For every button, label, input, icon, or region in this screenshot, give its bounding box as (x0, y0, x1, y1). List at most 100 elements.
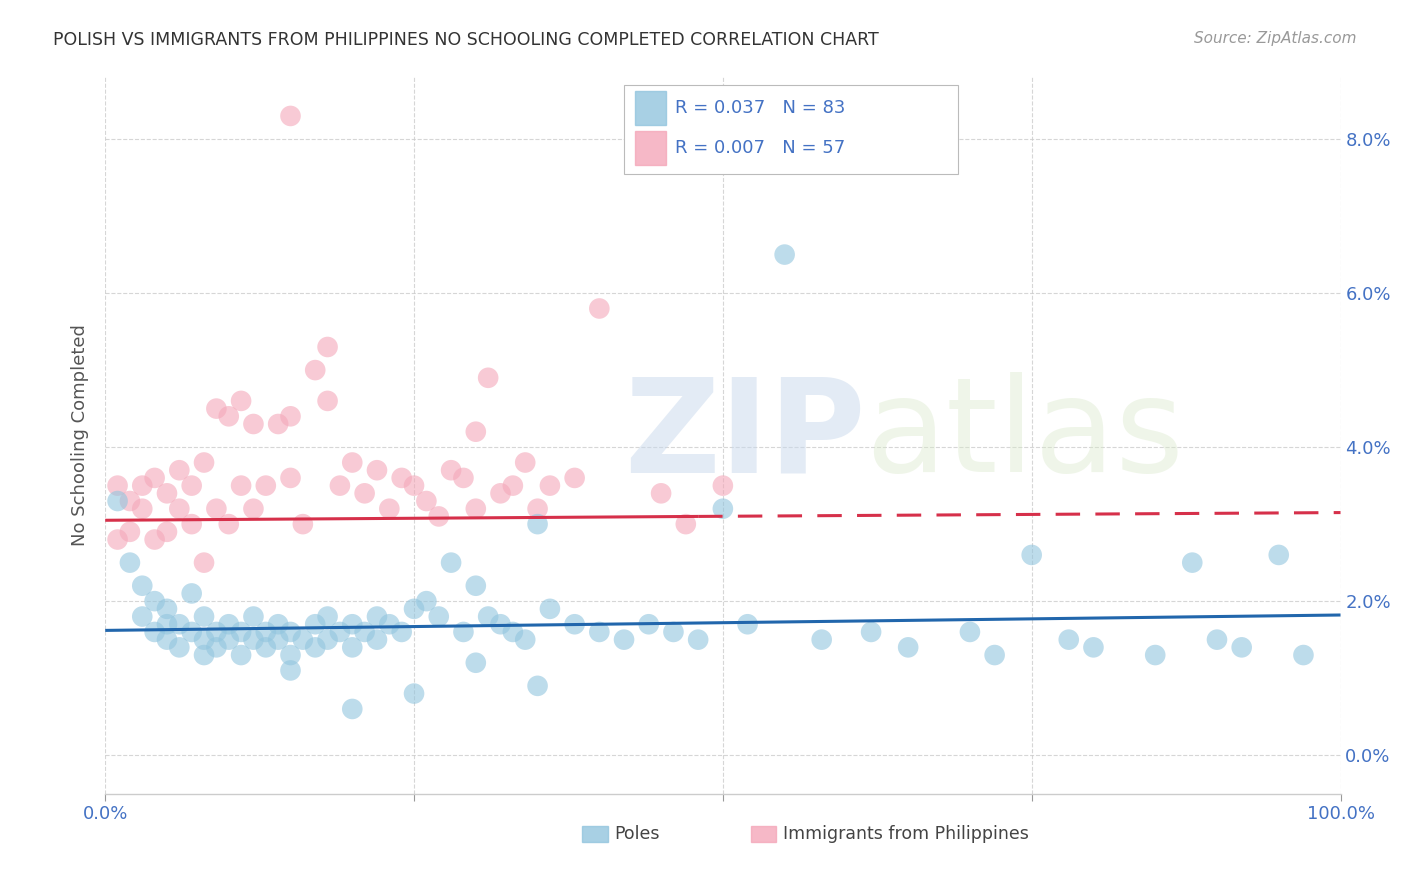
Point (229, 393, 252, 408)
Point (464, 579, 486, 593)
Point (489, 486, 512, 500)
Point (378, 501, 401, 516)
Point (329, 624, 352, 639)
Point (180, 586, 202, 600)
Point (613, 632, 636, 647)
Point (304, 363, 326, 377)
Point (205, 501, 228, 516)
Text: Poles: Poles (614, 825, 659, 843)
Point (254, 478, 277, 492)
Point (391, 624, 413, 639)
Text: Source: ZipAtlas.com: Source: ZipAtlas.com (1194, 31, 1357, 46)
Point (1083, 640, 1105, 655)
Point (156, 632, 179, 647)
Point (131, 501, 153, 516)
Point (280, 624, 302, 639)
Point (515, 456, 537, 470)
Point (304, 617, 326, 632)
Point (180, 478, 202, 492)
Point (131, 609, 153, 624)
Point (688, 632, 710, 647)
Text: R = 0.007   N = 57: R = 0.007 N = 57 (675, 139, 845, 157)
Point (675, 517, 697, 532)
Point (169, 501, 191, 516)
Point (107, 478, 129, 492)
Point (107, 494, 129, 508)
Point (1292, 648, 1315, 662)
Point (254, 640, 277, 655)
Point (218, 617, 240, 632)
Point (169, 640, 191, 655)
Point (1144, 648, 1167, 662)
Point (218, 632, 240, 647)
Point (515, 632, 537, 647)
Text: ZIP: ZIP (624, 372, 866, 499)
Point (427, 509, 450, 524)
Point (169, 463, 191, 477)
Point (229, 478, 252, 492)
Point (193, 456, 215, 470)
Point (477, 371, 499, 385)
Point (711, 501, 734, 516)
Point (316, 393, 339, 408)
Point (366, 632, 388, 647)
Point (169, 617, 191, 632)
Point (1181, 556, 1204, 570)
Point (131, 478, 153, 492)
Point (242, 501, 264, 516)
Point (342, 617, 364, 632)
Point (402, 602, 425, 616)
Point (810, 632, 832, 647)
Point (316, 340, 339, 354)
Point (107, 533, 129, 547)
Point (316, 609, 339, 624)
Point (378, 617, 401, 632)
Point (131, 579, 153, 593)
Point (291, 517, 314, 532)
Point (267, 417, 290, 431)
Point (143, 533, 166, 547)
Point (267, 617, 290, 632)
Point (280, 471, 302, 485)
Point (193, 609, 215, 624)
Point (440, 463, 463, 477)
Point (242, 632, 264, 647)
Point (156, 486, 179, 500)
Point (391, 471, 413, 485)
Text: POLISH VS IMMIGRANTS FROM PHILIPPINES NO SCHOOLING COMPLETED CORRELATION CHART: POLISH VS IMMIGRANTS FROM PHILIPPINES NO… (53, 31, 879, 49)
Point (477, 609, 499, 624)
Point (156, 602, 179, 616)
Point (1230, 640, 1253, 655)
Point (218, 409, 240, 424)
Point (711, 478, 734, 492)
Point (453, 471, 475, 485)
Point (143, 594, 166, 608)
Point (440, 556, 463, 570)
Point (588, 624, 610, 639)
Point (464, 425, 486, 439)
Point (118, 556, 141, 570)
Point (415, 594, 437, 608)
Point (280, 409, 302, 424)
Point (254, 624, 277, 639)
Point (773, 247, 796, 261)
Point (464, 501, 486, 516)
Point (205, 624, 228, 639)
Point (156, 524, 179, 539)
Point (427, 609, 450, 624)
Point (156, 617, 179, 632)
Point (291, 632, 314, 647)
Point (118, 524, 141, 539)
Point (526, 517, 548, 532)
Point (860, 624, 883, 639)
Point (464, 656, 486, 670)
Point (242, 417, 264, 431)
Point (280, 648, 302, 662)
Point (564, 617, 586, 632)
Point (453, 624, 475, 639)
Point (193, 556, 215, 570)
Point (193, 632, 215, 647)
Point (1206, 632, 1229, 647)
Point (353, 486, 375, 500)
Point (118, 494, 141, 508)
